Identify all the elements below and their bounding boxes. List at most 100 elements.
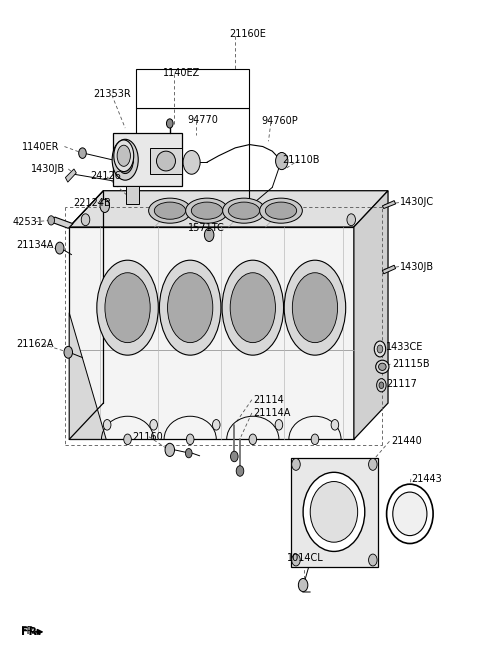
Ellipse shape — [379, 363, 386, 370]
Circle shape — [331, 420, 339, 430]
Circle shape — [204, 228, 214, 241]
Text: FR.: FR. — [21, 627, 41, 637]
Circle shape — [299, 579, 308, 592]
Polygon shape — [113, 134, 182, 186]
Text: 1140EZ: 1140EZ — [163, 68, 200, 78]
Text: 21117: 21117 — [386, 379, 417, 389]
Circle shape — [165, 444, 175, 456]
Circle shape — [377, 378, 386, 392]
Ellipse shape — [117, 146, 133, 174]
Circle shape — [81, 214, 90, 225]
Text: 42531: 42531 — [12, 217, 43, 227]
Ellipse shape — [393, 492, 427, 535]
Polygon shape — [383, 201, 396, 209]
Circle shape — [48, 215, 55, 225]
Circle shape — [275, 420, 283, 430]
Circle shape — [56, 242, 64, 254]
Circle shape — [100, 200, 109, 213]
Ellipse shape — [149, 198, 192, 223]
Ellipse shape — [284, 260, 346, 355]
Ellipse shape — [154, 202, 186, 219]
Text: 21160E: 21160E — [229, 29, 266, 39]
Ellipse shape — [223, 198, 265, 223]
Text: 21110B: 21110B — [283, 155, 320, 165]
Text: 21440: 21440 — [391, 436, 421, 446]
Text: 1430JB: 1430JB — [400, 261, 434, 271]
Text: 21114: 21114 — [253, 395, 284, 405]
Ellipse shape — [222, 260, 284, 355]
Text: 21353R: 21353R — [93, 89, 131, 99]
Ellipse shape — [156, 151, 176, 171]
Ellipse shape — [376, 360, 389, 373]
Ellipse shape — [117, 145, 131, 166]
Polygon shape — [69, 191, 388, 227]
Ellipse shape — [228, 202, 260, 219]
Text: 21115B: 21115B — [392, 359, 430, 369]
Ellipse shape — [230, 273, 276, 342]
Polygon shape — [50, 217, 73, 228]
Circle shape — [311, 434, 319, 445]
Polygon shape — [69, 227, 354, 440]
Ellipse shape — [386, 484, 433, 543]
Circle shape — [374, 341, 385, 357]
Ellipse shape — [97, 260, 158, 355]
Text: 1140ER: 1140ER — [22, 142, 59, 152]
Circle shape — [292, 458, 300, 470]
Ellipse shape — [265, 202, 297, 219]
Polygon shape — [65, 169, 76, 182]
Circle shape — [347, 214, 356, 225]
Polygon shape — [291, 458, 378, 567]
Text: 21134A: 21134A — [16, 241, 53, 251]
Circle shape — [185, 449, 192, 458]
Ellipse shape — [114, 140, 134, 172]
Circle shape — [103, 420, 111, 430]
Text: 1433CE: 1433CE — [386, 342, 423, 352]
Ellipse shape — [192, 202, 223, 219]
Text: 94770: 94770 — [188, 115, 219, 125]
Circle shape — [124, 434, 132, 445]
Ellipse shape — [168, 273, 213, 342]
Circle shape — [150, 420, 157, 430]
Text: 94760P: 94760P — [261, 116, 298, 126]
Polygon shape — [383, 265, 396, 274]
Text: 21160: 21160 — [132, 432, 163, 442]
Circle shape — [276, 152, 288, 170]
Ellipse shape — [105, 273, 150, 342]
Text: 21114A: 21114A — [253, 408, 291, 418]
Circle shape — [236, 465, 244, 476]
Bar — [136, 68, 250, 108]
Circle shape — [292, 554, 300, 566]
Text: 24126: 24126 — [91, 171, 121, 181]
Text: 1571TC: 1571TC — [188, 223, 225, 233]
Circle shape — [79, 148, 86, 158]
Polygon shape — [150, 148, 182, 174]
Circle shape — [377, 345, 383, 353]
Circle shape — [369, 458, 377, 470]
Polygon shape — [354, 191, 388, 440]
Circle shape — [230, 451, 238, 462]
Ellipse shape — [292, 273, 337, 342]
Ellipse shape — [303, 472, 365, 551]
Circle shape — [249, 434, 257, 445]
Text: 1430JC: 1430JC — [400, 197, 434, 207]
Text: 21443: 21443 — [412, 474, 443, 484]
Circle shape — [64, 346, 72, 358]
Ellipse shape — [260, 198, 302, 223]
Ellipse shape — [186, 198, 228, 223]
Circle shape — [369, 554, 377, 566]
Circle shape — [167, 119, 173, 128]
Circle shape — [213, 420, 220, 430]
Text: 1430JB: 1430JB — [31, 164, 65, 174]
Circle shape — [183, 150, 200, 174]
Circle shape — [186, 434, 194, 445]
Bar — [126, 186, 139, 204]
Ellipse shape — [159, 260, 221, 355]
Text: 1014CL: 1014CL — [287, 553, 323, 563]
Text: 21162A: 21162A — [16, 339, 54, 349]
Polygon shape — [69, 313, 106, 440]
Text: FR.: FR. — [21, 626, 38, 636]
Ellipse shape — [310, 481, 358, 542]
Circle shape — [379, 382, 384, 388]
Text: 22124B: 22124B — [73, 198, 111, 207]
Ellipse shape — [112, 139, 138, 180]
